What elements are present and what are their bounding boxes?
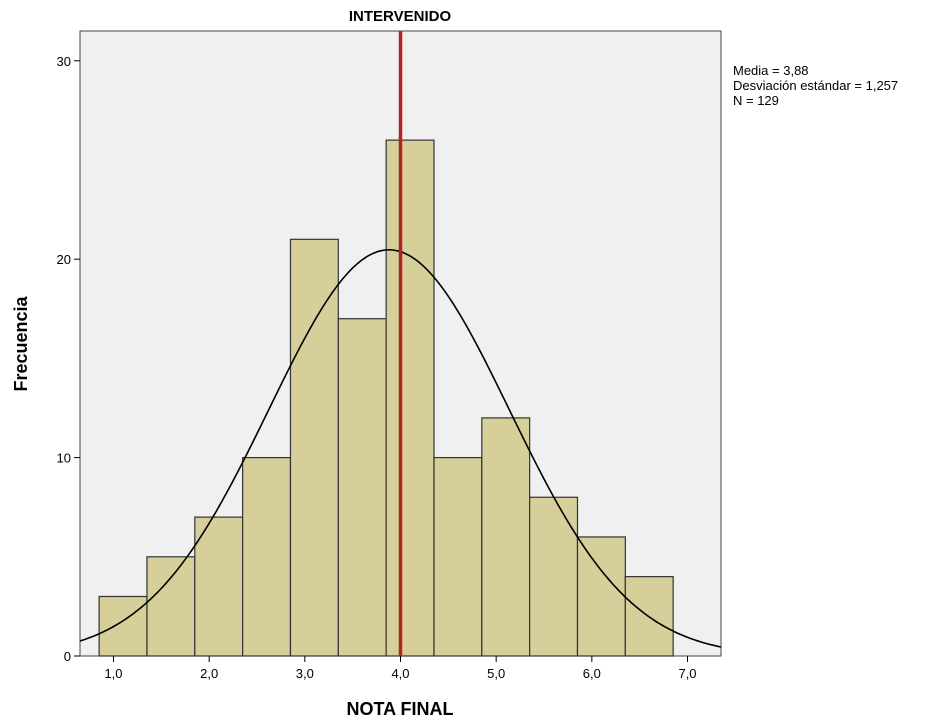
x-tick-label: 4,0: [391, 666, 409, 681]
histogram-bar-10: [529, 496, 579, 657]
histogram-bar-9: [481, 417, 531, 657]
x-tick-label: 2,0: [200, 666, 218, 681]
x-tick-label: 6,0: [583, 666, 601, 681]
x-axis-label: NOTA FINAL: [347, 699, 454, 719]
bars-group: [98, 139, 674, 657]
y-axis-label: Frecuencia: [11, 295, 31, 391]
y-tick-label: 30: [57, 54, 71, 69]
x-tick-label: 1,0: [104, 666, 122, 681]
y-tick-label: 20: [57, 252, 71, 267]
histogram-bar-6: [337, 318, 387, 657]
stats-mean: Media = 3,88: [733, 63, 809, 78]
stats-n: N = 129: [733, 93, 779, 108]
x-axis: 1,0 2,0 3,0 4,0 5,0 6,0 7,0: [104, 656, 697, 681]
histogram-bar-8: [433, 456, 483, 657]
x-tick-label: 3,0: [296, 666, 314, 681]
x-tick-label: 7,0: [678, 666, 696, 681]
histogram-bar-11: [576, 536, 626, 657]
chart-title: INTERVENIDO: [349, 8, 452, 25]
histogram-bar-2: [146, 556, 196, 657]
stats-sd: Desviación estándar = 1,257: [733, 78, 898, 93]
y-tick-label: 10: [57, 451, 71, 466]
y-axis: 0 10 20 30: [57, 54, 80, 664]
y-tick-label: 0: [64, 649, 71, 664]
histogram-bar-1: [98, 595, 148, 657]
histogram-bar-5: [289, 238, 339, 657]
histogram-bar-3: [194, 516, 244, 657]
x-tick-label: 5,0: [487, 666, 505, 681]
histogram-bar-7: [385, 139, 435, 657]
histogram-bar-4: [242, 456, 292, 657]
